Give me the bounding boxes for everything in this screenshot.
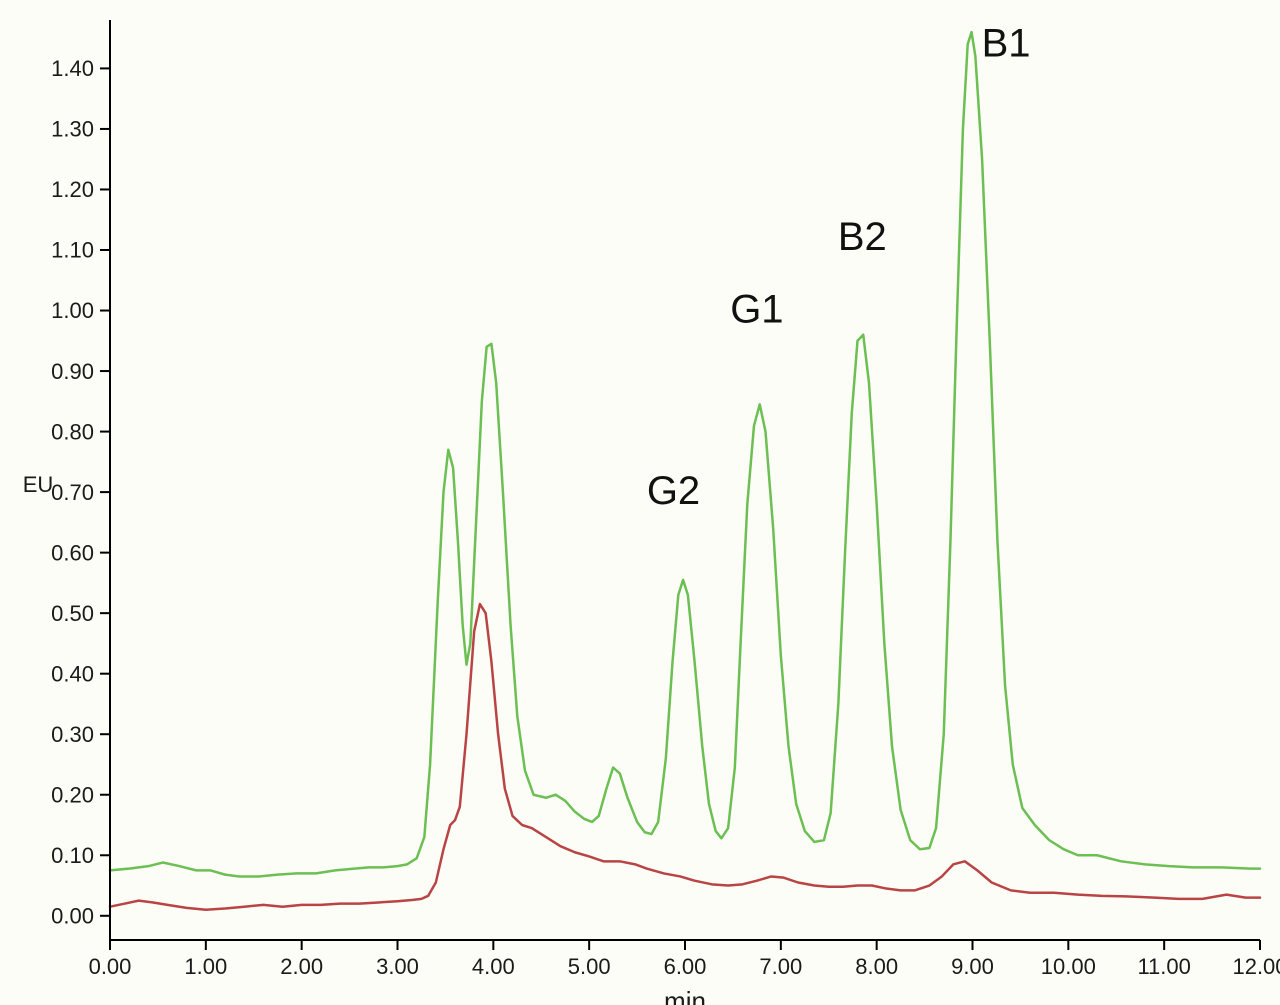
y-tick-label: 0.90 — [51, 359, 94, 384]
peak-label: G1 — [730, 288, 783, 332]
y-tick-label: 0.50 — [51, 601, 94, 626]
x-tick-label: 12.00 — [1232, 954, 1280, 979]
y-tick-label: 1.40 — [51, 56, 94, 81]
x-tick-label: 1.00 — [184, 954, 227, 979]
x-tick-label: 7.00 — [759, 954, 802, 979]
peak-label: B1 — [982, 21, 1031, 65]
y-tick-label: 1.10 — [51, 238, 94, 263]
x-tick-label: 2.00 — [280, 954, 323, 979]
y-tick-label: 0.00 — [51, 903, 94, 928]
x-tick-label: 4.00 — [472, 954, 515, 979]
x-tick-label: 8.00 — [855, 954, 898, 979]
peak-label: B2 — [838, 215, 887, 259]
y-tick-label: 0.70 — [51, 480, 94, 505]
peak-label: G2 — [647, 469, 700, 513]
x-tick-label: 11.00 — [1137, 954, 1190, 979]
x-tick-label: 3.00 — [376, 954, 419, 979]
y-tick-label: 0.20 — [51, 782, 94, 807]
y-tick-label: 0.40 — [51, 661, 94, 686]
x-axis-label: min — [664, 986, 706, 1005]
y-tick-label: 0.60 — [51, 540, 94, 565]
y-tick-label: 0.80 — [51, 419, 94, 444]
y-tick-label: 0.30 — [51, 722, 94, 747]
x-tick-label: 0.00 — [89, 954, 132, 979]
y-tick-label: 1.20 — [51, 177, 94, 202]
y-tick-label: 0.10 — [51, 843, 94, 868]
chromatogram-chart: 0.00 1.00 2.00 3.00 4.00 5.00 6.00 7.00 8.00 9.00… — [0, 0, 1280, 1005]
y-tick-label: 1.00 — [51, 298, 94, 323]
x-tick-label: 10.00 — [1041, 954, 1096, 979]
x-tick-label: 5.00 — [568, 954, 611, 979]
y-tick-label: 1.30 — [51, 117, 94, 142]
x-tick-label: 6.00 — [664, 954, 707, 979]
x-tick-label: 9.00 — [951, 954, 994, 979]
y-axis-label: EU — [23, 472, 54, 497]
